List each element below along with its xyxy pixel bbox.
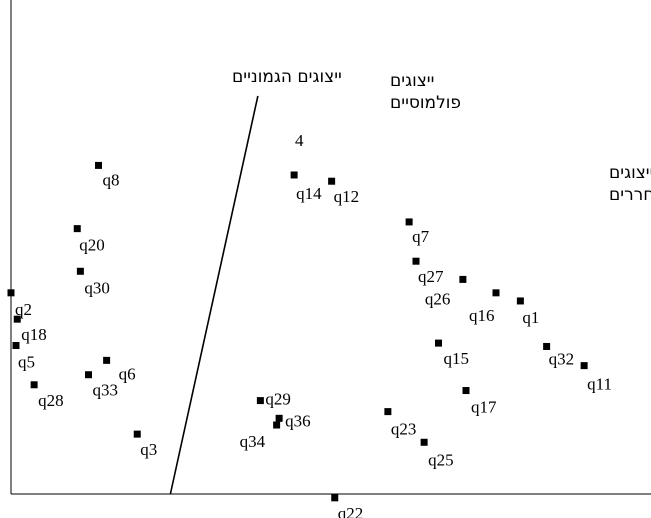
point-q25	[420, 438, 428, 446]
point-q12	[328, 177, 336, 185]
point-label-q6: q6	[119, 364, 136, 383]
region-label-polemic-line-1: פולמוסיים	[390, 93, 461, 113]
point-label-q3: q3	[140, 440, 157, 459]
point-label-q29: q29	[265, 390, 291, 409]
divider-line	[169, 95, 259, 495]
point-label-q17: q17	[471, 398, 497, 417]
point-label-q23: q23	[391, 420, 417, 439]
point-label-q22: q22	[338, 504, 364, 518]
point-q8	[95, 161, 102, 169]
region-label-hegemonic-line-0: ייצוגים הגמוניים	[232, 67, 342, 87]
point-label-q36: q36	[285, 411, 311, 430]
point-q33	[85, 371, 92, 379]
point-label-q33: q33	[93, 381, 119, 400]
point-q18	[13, 315, 21, 323]
point-q23	[384, 408, 392, 416]
point-q32	[543, 342, 551, 350]
point-q15	[435, 339, 442, 347]
point-label-q32: q32	[549, 349, 575, 368]
point-label-q25: q25	[428, 450, 454, 469]
point-label-q8: q8	[103, 170, 120, 189]
point-q16	[492, 289, 500, 297]
point-label-q12: q12	[334, 187, 360, 206]
point-q1	[516, 297, 524, 305]
point-q3	[133, 430, 141, 438]
point-q28	[30, 381, 38, 389]
point-q34	[273, 421, 281, 429]
region-label-emancipated-line-0: ייצוגים	[609, 163, 651, 183]
point-label-q11: q11	[587, 375, 612, 394]
point-q29	[256, 397, 264, 405]
point-label-q14: q14	[296, 184, 322, 203]
point-q30	[76, 267, 84, 275]
point-label-q5: q5	[18, 353, 35, 372]
point-q14	[290, 171, 298, 179]
point-label-q28: q28	[38, 391, 64, 410]
point-q2	[7, 289, 15, 297]
point-label-q27: q27	[418, 267, 444, 286]
point-q7	[405, 218, 413, 226]
point-label-q18: q18	[21, 325, 47, 344]
plot-axes	[10, 0, 651, 495]
point-q6	[103, 356, 111, 364]
point-label-q30: q30	[84, 278, 110, 297]
point-label-q26: q26	[425, 289, 451, 308]
point-q11	[580, 362, 588, 370]
point-label-q1: q1	[522, 308, 539, 327]
region-label-polemic-line-0: ייצוגים	[390, 71, 434, 91]
point-q22	[331, 494, 339, 502]
point-label-q2: q2	[15, 300, 32, 319]
point-q36	[275, 414, 283, 422]
point-label-q20: q20	[79, 236, 105, 255]
point-q17	[462, 387, 470, 395]
point-label-q16: q16	[469, 306, 495, 325]
point-label-q7: q7	[412, 227, 430, 246]
point-q27	[412, 257, 420, 265]
point-q26	[459, 275, 467, 283]
region-labels: ייצוגים הגמונייםייצוגיםפולמוסייםייצוגיםמ…	[232, 67, 651, 205]
point-q5	[12, 342, 20, 350]
point-q20	[73, 225, 81, 233]
stray-label: 4	[295, 131, 304, 150]
point-label-q15: q15	[444, 349, 470, 368]
point-label-q34: q34	[240, 432, 266, 451]
region-label-emancipated-line-1: משוחררים	[609, 185, 651, 205]
